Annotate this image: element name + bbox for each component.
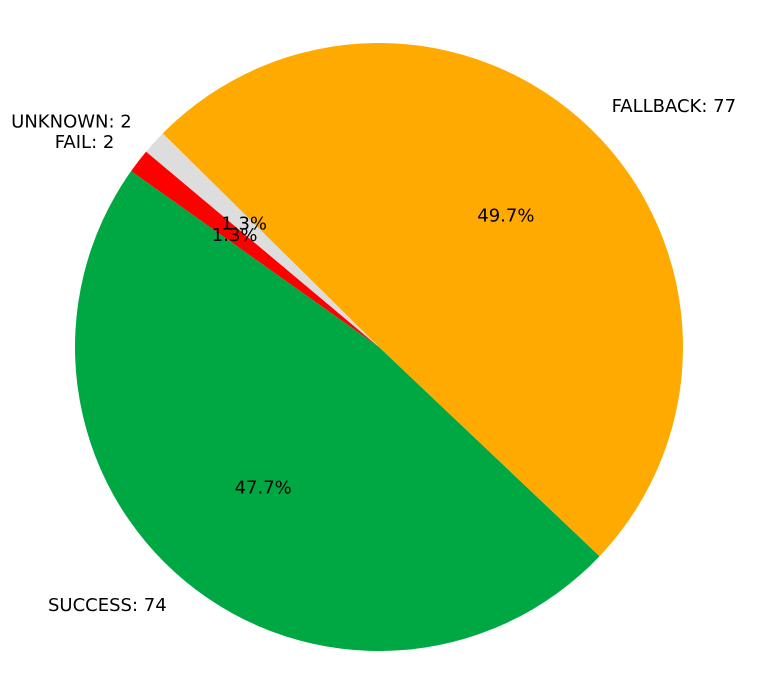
pct-label-unknown: 1.3% [221,214,267,235]
pct-label-fail: 1.3% [212,225,258,246]
pie-slice-success [75,171,600,651]
pie-slice-fallback [162,43,683,557]
slice-label-success: SUCCESS: 74 [48,595,167,616]
slice-label-fallback: FALLBACK: 77 [612,96,736,117]
pie-slice-fail [131,151,379,347]
slices-layer [75,43,683,651]
slice-label-unknown: UNKNOWN: 2 [11,111,132,132]
labels-layer: 1.3% FAIL: 2 47.7% SUCCESS: 74 49.7% FALLBACK… [11,96,736,616]
pct-label-fallback: 49.7% [477,205,534,226]
pie-slice-unknown [146,133,379,347]
slice-label-fail: FAIL: 2 [55,132,115,153]
pct-label-success: 47.7% [235,477,292,498]
